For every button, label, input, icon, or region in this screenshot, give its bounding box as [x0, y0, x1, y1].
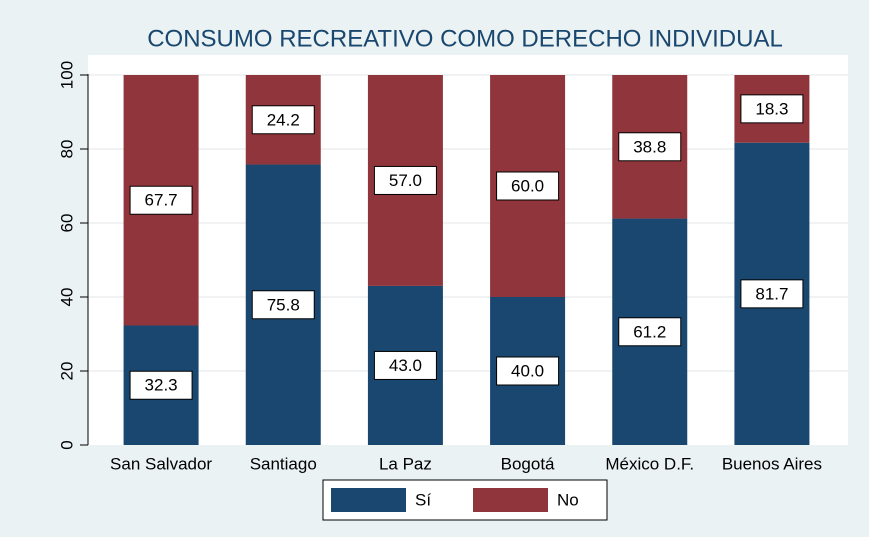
data-label: 67.7: [145, 191, 178, 210]
label-box: [251, 105, 315, 135]
y-tick-label: 80: [57, 140, 76, 159]
y-tick-label: 0: [57, 440, 76, 449]
label-box: [373, 350, 437, 380]
data-label: 57.0: [389, 171, 422, 190]
y-tick-label: 20: [57, 362, 76, 381]
data-label: 32.3: [145, 376, 178, 395]
label-box: [373, 165, 437, 195]
data-label: 75.8: [267, 295, 300, 314]
plot-area: [88, 55, 848, 445]
label-box: [496, 356, 560, 386]
data-label: 18.3: [755, 99, 788, 118]
label-box: [740, 279, 804, 309]
chart-title: CONSUMO RECREATIVO COMO DERECHO INDIVIDU…: [147, 25, 783, 52]
y-tick-label: 60: [57, 214, 76, 233]
label-box: [496, 171, 560, 201]
label-box: [618, 317, 682, 347]
data-label: 24.2: [267, 110, 300, 129]
y-tick-label: 40: [57, 288, 76, 307]
label-box: [129, 185, 193, 215]
x-tick-label: San Salvador: [110, 454, 212, 473]
x-tick-label: Buenos Aires: [722, 454, 822, 473]
data-label: 43.0: [389, 356, 422, 375]
label-box: [251, 290, 315, 320]
data-label: 61.2: [633, 322, 666, 341]
x-tick-label: La Paz: [379, 454, 432, 473]
data-label: 60.0: [511, 176, 544, 195]
label-box: [618, 132, 682, 162]
legend-swatch: [331, 488, 406, 512]
data-label: 38.8: [633, 137, 666, 156]
label-box: [740, 94, 804, 124]
x-tick-label: Bogotá: [501, 454, 555, 473]
legend-swatch: [473, 488, 548, 512]
y-tick-label: 100: [57, 61, 76, 89]
data-label: 81.7: [755, 284, 788, 303]
x-tick-label: México D.F.: [605, 454, 694, 473]
legend-label: Sí: [415, 490, 431, 509]
legend-label: No: [557, 490, 579, 509]
data-label: 40.0: [511, 361, 544, 380]
label-box: [129, 370, 193, 400]
x-tick-label: Santiago: [250, 454, 317, 473]
